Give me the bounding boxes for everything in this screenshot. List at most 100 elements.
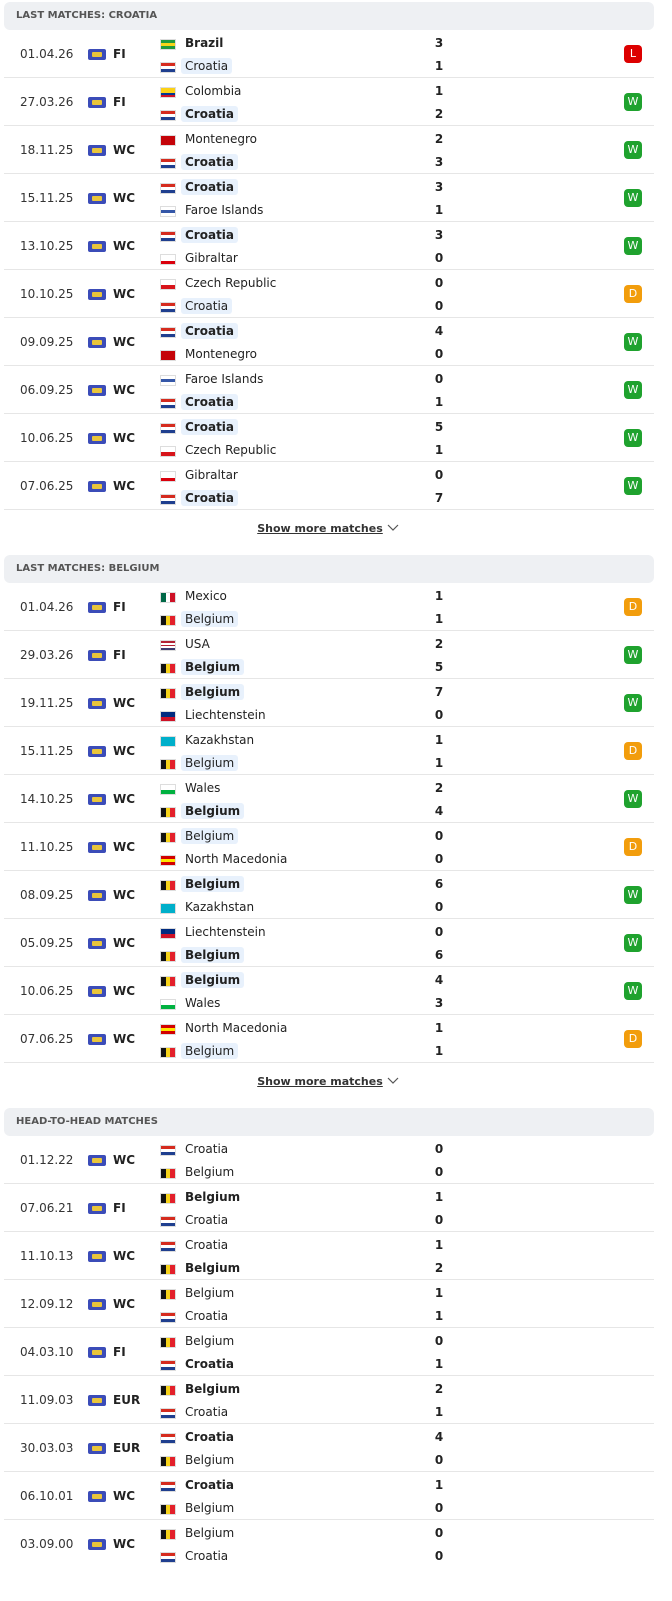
- flag: [160, 1337, 176, 1348]
- score: 5: [434, 420, 444, 434]
- result-badge: W: [624, 477, 642, 495]
- team-name: Croatia: [185, 1213, 229, 1227]
- competition: WC: [113, 1153, 136, 1167]
- competition: WC: [113, 287, 136, 301]
- competition: WC: [113, 191, 136, 205]
- score: 1: [434, 1044, 444, 1058]
- match-date: 18.11.25: [20, 143, 74, 157]
- score: 3: [434, 228, 444, 242]
- flag: [160, 423, 176, 434]
- score: 0: [434, 829, 444, 843]
- score: 7: [434, 685, 444, 699]
- flag: [160, 279, 176, 290]
- team-name: Faroe Islands: [185, 372, 264, 386]
- match-date: 12.09.12: [20, 1297, 74, 1311]
- flag: [160, 494, 176, 505]
- flag: [160, 471, 176, 482]
- team-name: Croatia: [185, 1405, 229, 1419]
- team-name: Mexico: [185, 589, 227, 603]
- team-name: Belgium: [181, 803, 245, 819]
- flag: [160, 1552, 176, 1563]
- result-badge: W: [624, 886, 642, 904]
- competition-icon: [88, 337, 106, 348]
- result-badge: W: [624, 790, 642, 808]
- competition-icon: [88, 1539, 106, 1550]
- competition: WC: [113, 431, 136, 445]
- match-date: 10.06.25: [20, 431, 74, 445]
- team-name: Croatia: [181, 106, 239, 122]
- team-name: Belgium: [185, 1453, 235, 1467]
- flag: [160, 1289, 176, 1300]
- flag: [160, 615, 176, 626]
- show-more[interactable]: Show more matches: [0, 1075, 656, 1088]
- row-separator: [4, 509, 654, 510]
- match-date: 15.11.25: [20, 191, 74, 205]
- flag: [160, 855, 176, 866]
- score: 0: [434, 1453, 444, 1467]
- score: 0: [434, 852, 444, 866]
- flag: [160, 398, 176, 409]
- team-name: Montenegro: [185, 347, 258, 361]
- flag: [160, 928, 176, 939]
- team-name: Belgium: [181, 1043, 239, 1059]
- competition: WC: [113, 696, 136, 710]
- flag: [160, 784, 176, 795]
- row-separator: [4, 221, 654, 222]
- match-date: 07.06.25: [20, 479, 74, 493]
- score: 1: [434, 1238, 444, 1252]
- score: 0: [434, 1213, 444, 1227]
- section-header: LAST MATCHES: BELGIUM: [4, 555, 654, 583]
- flag: [160, 1504, 176, 1515]
- score: 7: [434, 491, 444, 505]
- score: 0: [434, 1142, 444, 1156]
- match-date: 05.09.25: [20, 936, 74, 950]
- competition: WC: [113, 744, 136, 758]
- team-name: Belgium: [185, 1286, 235, 1300]
- score: 1: [434, 1357, 444, 1371]
- match-date: 04.03.10: [20, 1345, 74, 1359]
- flag: [160, 183, 176, 194]
- flag: [160, 880, 176, 891]
- flag: [160, 807, 176, 818]
- show-more[interactable]: Show more matches: [0, 522, 656, 535]
- score: 1: [434, 756, 444, 770]
- team-name: Belgium: [181, 611, 239, 627]
- competition-icon: [88, 1251, 106, 1262]
- team-name: Belgium: [185, 1382, 241, 1396]
- score: 1: [434, 589, 444, 603]
- score: 0: [434, 468, 444, 482]
- match-date: 01.12.22: [20, 1153, 74, 1167]
- row-separator: [4, 461, 654, 462]
- match-date: 30.03.03: [20, 1441, 74, 1455]
- competition-icon: [88, 97, 106, 108]
- score: 3: [434, 996, 444, 1010]
- match-date: 11.10.13: [20, 1249, 74, 1263]
- team-name: Croatia: [181, 323, 239, 339]
- competition-icon: [88, 481, 106, 492]
- score: 6: [434, 948, 444, 962]
- match-date: 07.06.25: [20, 1032, 74, 1046]
- team-name: Croatia: [185, 1238, 229, 1252]
- score: 3: [434, 36, 444, 50]
- match-date: 08.09.25: [20, 888, 74, 902]
- score: 1: [434, 395, 444, 409]
- row-separator: [4, 413, 654, 414]
- competition-icon: [88, 746, 106, 757]
- competition-icon: [88, 1443, 106, 1454]
- competition-icon: [88, 385, 106, 396]
- team-name: Gibraltar: [185, 468, 238, 482]
- row-separator: [4, 726, 654, 727]
- competition-icon: [88, 890, 106, 901]
- flag: [160, 688, 176, 699]
- flag: [160, 39, 176, 50]
- score: 5: [434, 660, 444, 674]
- result-badge: W: [624, 381, 642, 399]
- team-name: Wales: [185, 996, 221, 1010]
- flag: [160, 1529, 176, 1540]
- score: 0: [434, 900, 444, 914]
- chevron: [387, 524, 399, 531]
- competition: WC: [113, 840, 136, 854]
- team-name: Croatia: [185, 1309, 229, 1323]
- flag: [160, 110, 176, 121]
